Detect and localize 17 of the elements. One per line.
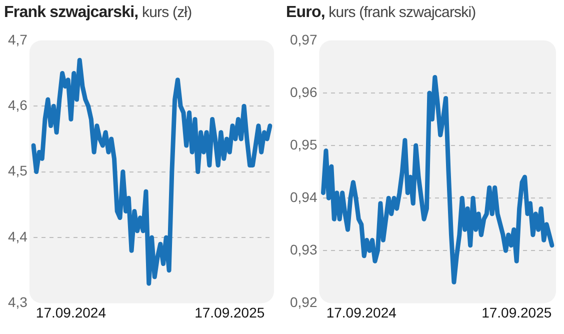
y-tick-label: 0,97 [290,31,318,48]
y-tick-label: 4,7 [8,31,28,48]
chart-title: Euro, kurs (frank szwajcarski) [286,4,476,21]
y-tick-label: 4,4 [8,228,28,244]
y-tick-label: 0,93 [290,242,318,258]
x-tick-label: 17.09.2025 [482,304,552,320]
y-tick-label: 0,94 [290,188,318,205]
y-tick-label: 4,3 [8,294,28,310]
x-tick-label: 17.09.2025 [194,304,265,320]
chart-title: Frank szwajcarski, kurs (zł) [4,4,192,21]
x-tick-label: 17.09.2024 [326,304,397,320]
y-tick-label: 0,96 [290,84,318,100]
y-tick-label: 4,6 [8,96,28,113]
y-tick-label: 4,5 [8,162,28,179]
y-tick-label: 0,92 [290,294,318,310]
y-tick-label: 0,95 [290,136,318,152]
x-tick-label: 17.09.2024 [36,304,106,320]
